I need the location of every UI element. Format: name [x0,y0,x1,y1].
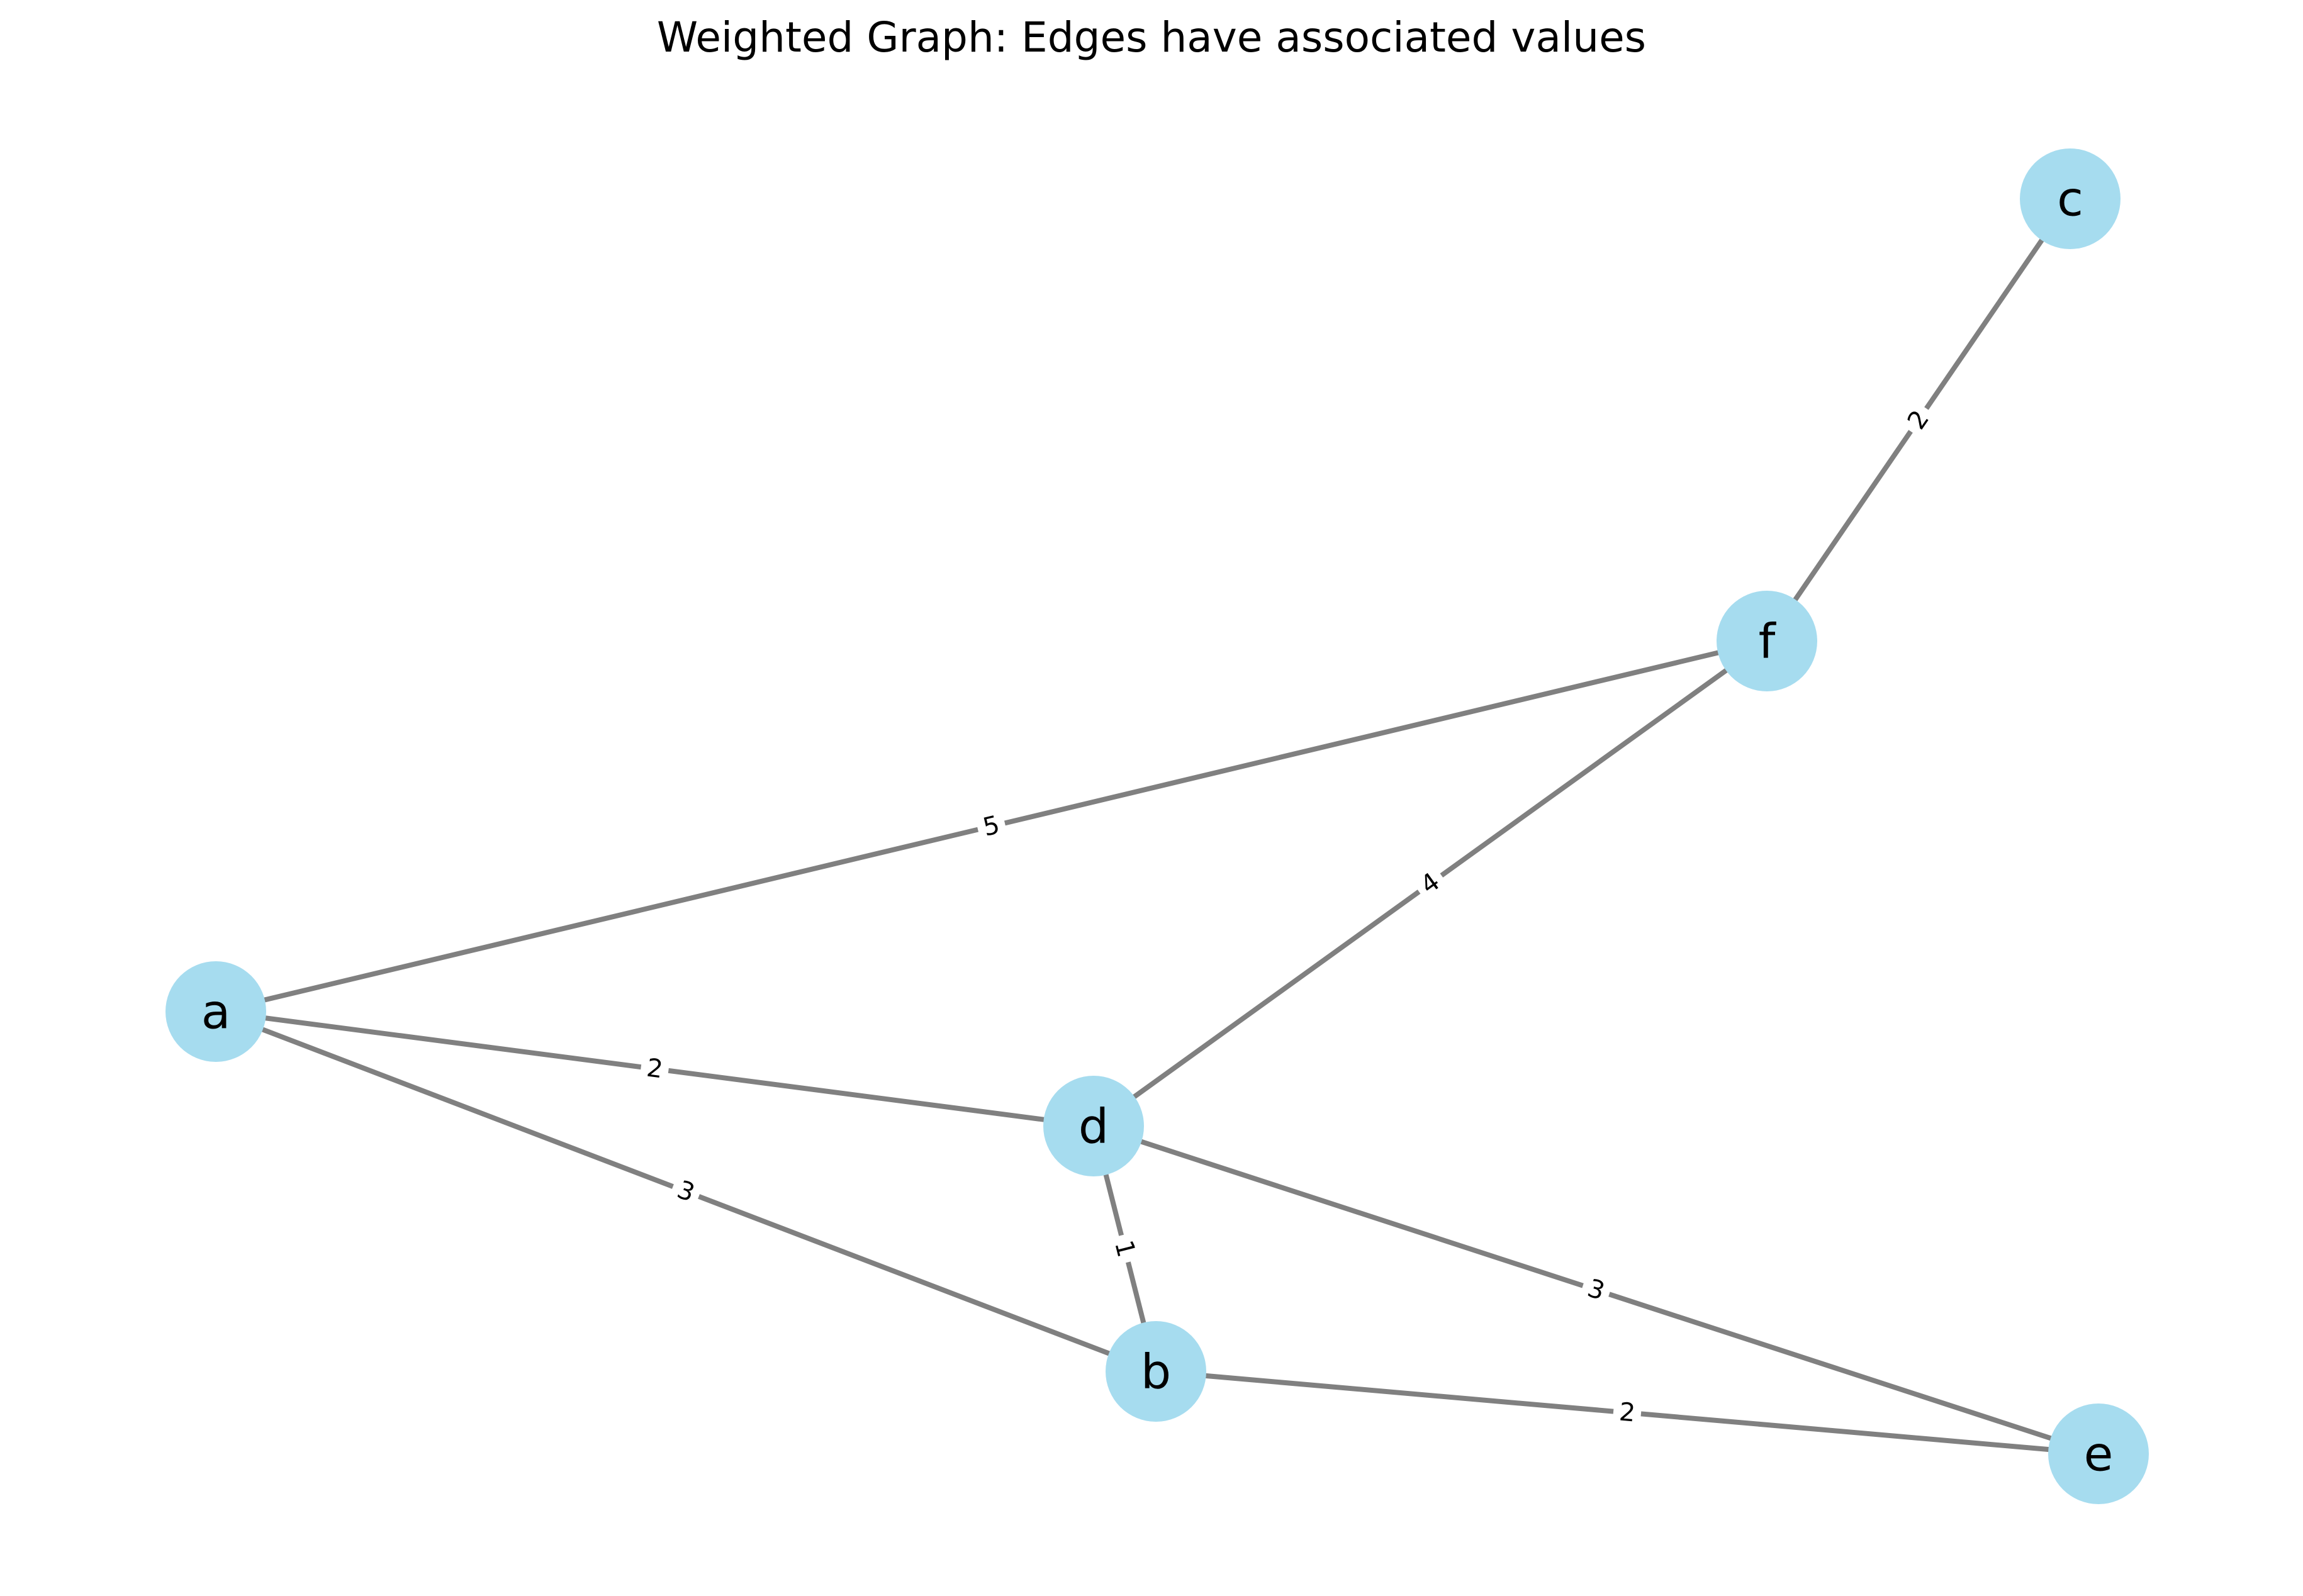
node-circle [1106,1321,1206,1422]
edge-weight-label: 2 [1897,399,1940,441]
node-circle [1717,591,1817,691]
node-circle [1043,1076,1144,1176]
node-label: b [1141,1344,1171,1400]
node-label: d [1079,1098,1109,1154]
edge-weight-label: 3 [1577,1270,1615,1310]
nodes-layer: a b c d e f [165,148,2149,1504]
edge-a-b: 3 [215,1009,1157,1374]
edge-label-background [667,1171,705,1212]
node-f: f [1717,591,1817,691]
node-b: b [1106,1321,1206,1422]
node-c: c [2020,148,2121,249]
edge-weight-label: 5 [974,807,1009,845]
node-label: e [2084,1426,2114,1482]
graph-title: Weighted Graph: Edges have associated va… [657,13,1646,62]
node-d: d [1043,1076,1144,1176]
edge-label-background [639,1051,671,1087]
edge-label-background [974,807,1009,845]
edge-d-f: 4 [1092,639,1769,1129]
edge-weight-label: 2 [639,1051,671,1087]
node-label: f [1759,613,1777,669]
edge-weight-label: 4 [1409,862,1452,905]
edge-label-background [1577,1270,1615,1310]
node-label: c [2057,171,2083,227]
edge-a-f: 5 [215,639,1768,1014]
node-circle [165,961,266,1062]
edge-d-e: 3 [1092,1124,2100,1456]
edges-layer: 5 2 3 4 1 3 2 2 [215,197,2100,1456]
edge-weight-label: 2 [1611,1395,1643,1431]
edge-weight-label: 3 [667,1171,705,1212]
edge-weight-label: 1 [1105,1231,1145,1266]
edge-label-background [1105,1231,1145,1266]
node-label: a [201,984,231,1040]
node-a: a [165,961,266,1062]
edge-label-background [1409,862,1452,905]
node-e: e [2048,1403,2149,1504]
node-circle [2048,1403,2149,1504]
edge-b-e: 2 [1155,1369,2099,1456]
edge-weight-text: 2 [1618,1397,1636,1427]
edge-label-background [1611,1395,1643,1431]
node-circle [2020,148,2121,249]
edge-weight-text: 2 [645,1054,664,1085]
edge-f-c: 2 [1764,197,2073,643]
edge-label-background [1897,399,1940,441]
edge-a-d: 2 [215,1009,1094,1129]
